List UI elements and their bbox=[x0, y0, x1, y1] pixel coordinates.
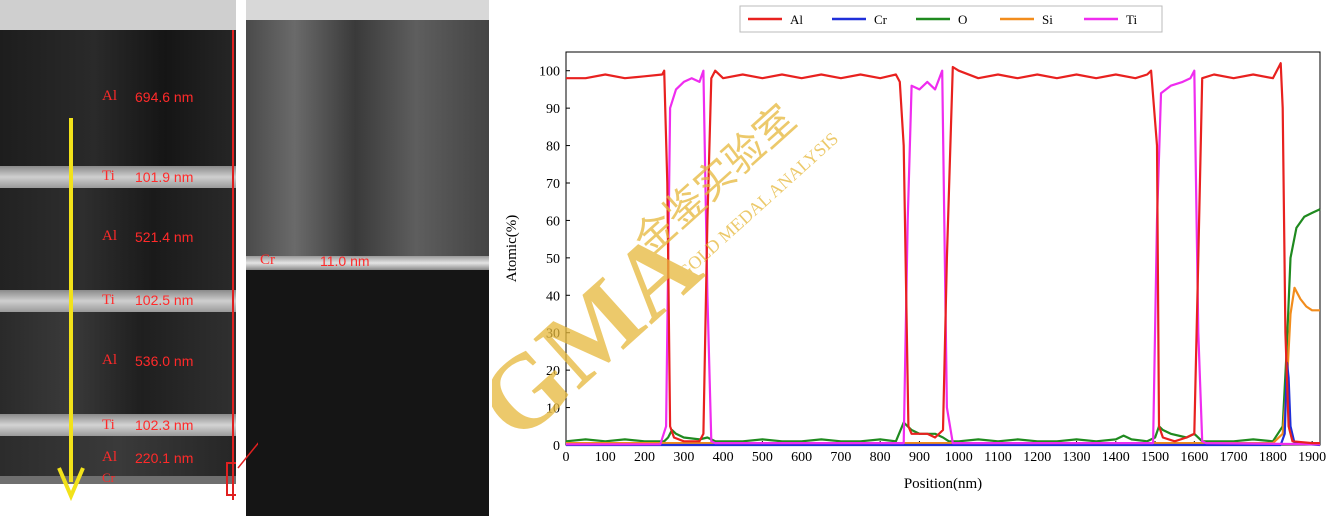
y-tick-label: 100 bbox=[539, 65, 560, 80]
y-tick-label: 10 bbox=[546, 402, 560, 417]
x-tick-label: 1600 bbox=[1180, 450, 1208, 465]
y-tick-label: 50 bbox=[546, 252, 560, 267]
layer-element-label: Al bbox=[102, 352, 117, 368]
layer-element-label: Al bbox=[102, 449, 117, 465]
al-layer bbox=[0, 188, 236, 290]
x-tick-label: 800 bbox=[870, 450, 891, 465]
x-axis-label: Position(nm) bbox=[904, 476, 982, 492]
eds-line-scan-chart: Al Cr O Si Ti 0 100 200 300 400 500 600 700 800 900 10… bbox=[492, 0, 1335, 516]
x-tick-label: 0 bbox=[563, 450, 570, 465]
legend-label: Al bbox=[790, 12, 803, 27]
layer-thickness-label: 102.3 nm bbox=[135, 417, 194, 433]
x-tick-label: 1000 bbox=[945, 450, 973, 465]
al-layer bbox=[0, 30, 236, 166]
x-tick-label: 400 bbox=[713, 450, 734, 465]
al-layer bbox=[0, 0, 236, 30]
layer-element-label: Ti bbox=[102, 292, 115, 308]
substrate bbox=[246, 270, 489, 516]
series-line-al bbox=[566, 62, 1320, 445]
x-tick-label: 700 bbox=[830, 450, 851, 465]
layer-thickness-label: 101.9 nm bbox=[135, 169, 194, 185]
x-tick-label: 1100 bbox=[984, 450, 1011, 465]
x-tick-label: 600 bbox=[791, 450, 812, 465]
yellow-arrow bbox=[57, 118, 85, 502]
axes: 0 100 200 300 400 500 600 700 800 900 1000 1100 1200… bbox=[539, 65, 1326, 465]
cr-layer bbox=[246, 256, 489, 270]
cr-thickness-label: 11.0 nm bbox=[320, 253, 370, 269]
layer-thickness-label: 521.4 nm bbox=[135, 229, 194, 245]
chart-svg: Al Cr O Si Ti 0 100 200 300 400 500 600 700 800 900 10… bbox=[492, 5, 1326, 492]
series-line-ti bbox=[566, 69, 1321, 446]
layer-thickness-label: 536.0 nm bbox=[135, 353, 194, 369]
x-tick-label: 500 bbox=[752, 450, 773, 465]
layer-thickness-label: 220.1 nm bbox=[135, 450, 194, 466]
x-tick-label: 1200 bbox=[1023, 450, 1051, 465]
x-tick-label: 200 bbox=[634, 450, 655, 465]
x-tick-label: 100 bbox=[595, 450, 616, 465]
ti-layer bbox=[0, 166, 236, 188]
sem-image-right: Cr 11.0 nm bbox=[246, 0, 489, 516]
al-layer bbox=[0, 436, 236, 476]
y-tick-label: 40 bbox=[546, 289, 560, 304]
cr-label: Cr bbox=[260, 252, 275, 268]
y-tick-label: 80 bbox=[546, 140, 560, 155]
legend-label: Ti bbox=[1126, 12, 1137, 27]
y-tick-label: 20 bbox=[546, 364, 560, 379]
series-lines bbox=[565, 62, 1321, 447]
x-tick-label: 1800 bbox=[1259, 450, 1287, 465]
ti-layer bbox=[0, 414, 236, 436]
layer-element-label: Al bbox=[102, 88, 117, 104]
layer-element-label: Ti bbox=[102, 417, 115, 433]
layer-element-label: Cr bbox=[102, 470, 115, 485]
legend: Al Cr O Si Ti bbox=[739, 5, 1163, 33]
ti-layer bbox=[0, 290, 236, 312]
x-tick-label: 1900 bbox=[1298, 450, 1326, 465]
x-tick-label: 300 bbox=[673, 450, 694, 465]
watermark-logo-text: GMA bbox=[492, 207, 722, 463]
x-tick-label: 1400 bbox=[1102, 450, 1130, 465]
y-tick-label: 0 bbox=[553, 439, 560, 454]
layer-thickness-label: 694.6 nm bbox=[135, 89, 194, 105]
y-tick-label: 60 bbox=[546, 214, 560, 229]
al-layer bbox=[0, 312, 236, 414]
red-box bbox=[226, 462, 236, 496]
series-line-o bbox=[565, 208, 1321, 443]
series-line-si bbox=[566, 286, 1320, 445]
sem-image-left: Al 694.6 nm Ti 101.9 nm Al 521.4 nm Ti 1… bbox=[0, 0, 236, 516]
x-tick-label: 1500 bbox=[1141, 450, 1169, 465]
layer-element-label: Ti bbox=[102, 168, 115, 184]
y-axis-label: Atomic(%) bbox=[504, 215, 520, 282]
substrate bbox=[0, 484, 236, 516]
top-layer bbox=[246, 0, 489, 20]
x-tick-label: 1300 bbox=[1063, 450, 1091, 465]
y-tick-label: 70 bbox=[546, 177, 560, 192]
y-tick-label: 90 bbox=[546, 102, 560, 117]
layer-element-label: Al bbox=[102, 228, 117, 244]
red-line bbox=[232, 30, 234, 500]
legend-label: O bbox=[958, 12, 967, 27]
x-tick-label: 900 bbox=[909, 450, 930, 465]
al-layer bbox=[246, 20, 489, 256]
legend-label: Si bbox=[1042, 12, 1053, 27]
cr-layer bbox=[0, 476, 236, 484]
layer-thickness-label: 102.5 nm bbox=[135, 292, 194, 308]
legend-label: Cr bbox=[874, 12, 888, 27]
connector-line bbox=[237, 442, 258, 469]
x-tick-label: 1700 bbox=[1220, 450, 1248, 465]
y-tick-label: 30 bbox=[546, 327, 560, 342]
